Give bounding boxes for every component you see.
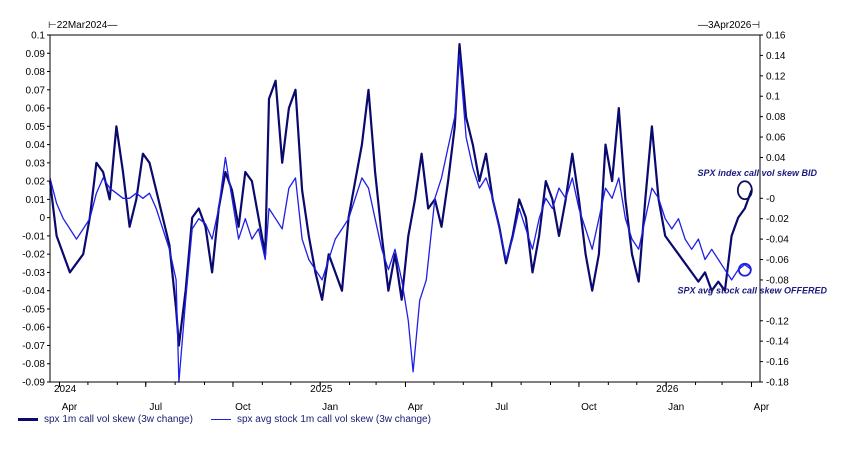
annotation-label: SPX index call vol skew BID <box>697 168 817 178</box>
left-tick-label: -0.03 <box>22 268 45 279</box>
right-tick-label: 0.08 <box>766 112 786 123</box>
series-line-avg-stock <box>49 54 752 383</box>
right-tick-label: -0.14 <box>766 337 789 348</box>
right-tick-label: 0.12 <box>766 71 786 82</box>
annotation-circle <box>736 180 753 201</box>
left-tick-label: -0.05 <box>22 304 45 315</box>
right-tick-label: 0.14 <box>766 51 786 62</box>
x-tick-label: Oct <box>581 402 597 413</box>
x-axis-ticks: Apr Jul Oct Jan Apr Jul Oct Jan Apr <box>58 382 770 413</box>
end-date-text: 3Apr2026 <box>708 20 752 31</box>
right-tick-label: -0.06 <box>766 255 789 266</box>
legend-swatch-stock <box>210 419 231 420</box>
left-tick-label: -0.01 <box>22 231 45 242</box>
right-tick-label: 0.04 <box>766 153 786 164</box>
left-tick-label: 0.07 <box>26 85 46 96</box>
start-date-text: 22Mar2024 <box>56 20 108 31</box>
x-tick-label: Apr <box>62 402 78 413</box>
left-tick-label: 0.06 <box>26 104 46 115</box>
x-tick-label: Oct <box>235 402 251 413</box>
right-tick-label: -0.08 <box>766 275 789 286</box>
right-tick-label: -0.12 <box>766 316 789 327</box>
series-layer <box>48 42 753 383</box>
x-tick-label: Jan <box>322 402 338 413</box>
x-tick-label: Jul <box>495 402 508 413</box>
left-tick-label: -0.06 <box>22 323 45 334</box>
left-tick-label: 0.09 <box>26 49 46 60</box>
right-tick-label: 0.16 <box>766 31 786 42</box>
right-tick-label: -0.16 <box>766 357 789 368</box>
left-tick-label: -0.09 <box>22 378 45 389</box>
x-tick-label: Jul <box>149 402 162 413</box>
legend-label-spx: spx 1m call vol skew (3w change) <box>44 414 193 425</box>
left-tick-label: -0.08 <box>22 359 45 370</box>
x-tick-label: Apr <box>754 402 770 413</box>
legend-label-stock: spx avg stock 1m call vol skew (3w chang… <box>236 414 431 425</box>
right-tick-label: -0.18 <box>766 378 789 389</box>
annotation-circle <box>737 262 752 277</box>
x-tick-label: Apr <box>408 402 424 413</box>
year-labels: 2024 2025 2026 <box>54 384 679 395</box>
left-tick-label: 0.02 <box>26 177 46 188</box>
right-tick-label: -0.04 <box>766 235 789 246</box>
left-tick-label: -0.02 <box>22 250 45 261</box>
legend-swatch-spx <box>18 418 38 421</box>
right-tick-label: -0 <box>766 194 775 205</box>
left-tick-label: 0.08 <box>26 67 46 78</box>
x-tick-label: Jan <box>668 402 684 413</box>
end-date-label: —3Apr2026⊣ <box>698 20 761 31</box>
right-axis-ticks: 0.16 0.14 0.12 0.1 0.08 0.06 0.04 -0 -0.02 -0.04 -… <box>760 31 789 389</box>
left-tick-label: 0 <box>39 213 45 224</box>
legend-item-spx: spx 1m call vol skew (3w change) <box>18 414 193 425</box>
year-label: 2026 <box>656 384 679 395</box>
legend-item-stock: spx avg stock 1m call vol skew (3w chang… <box>210 414 431 425</box>
right-tick-label: -0.02 <box>766 214 789 225</box>
series-line-spx-index <box>48 42 753 347</box>
left-tick-label: -0.04 <box>22 286 45 297</box>
start-date-label: ⊢22Mar2024— <box>48 20 118 31</box>
year-label: 2025 <box>310 384 333 395</box>
left-tick-label: 0.1 <box>31 31 45 42</box>
annotations-layer: SPX index call vol skew BID SPX avg stock… <box>677 168 827 295</box>
right-tick-label: 0.06 <box>766 133 786 144</box>
right-tick-label: 0.1 <box>766 92 780 103</box>
left-axis-ticks: 0.1 0.09 0.08 0.07 0.06 0.05 0.04 0.03 0.02 0.01 0… <box>22 31 50 389</box>
left-tick-label: 0.04 <box>26 140 46 151</box>
legend: spx 1m call vol skew (3w change) spx avg… <box>18 414 431 425</box>
year-label: 2024 <box>54 384 77 395</box>
left-tick-label: 0.05 <box>26 122 46 133</box>
left-tick-label: 0.01 <box>26 195 46 206</box>
plot-frame <box>49 34 761 383</box>
annotation-label: SPX avg stock call skew OFFERED <box>677 286 827 296</box>
left-tick-label: 0.03 <box>26 158 46 169</box>
left-tick-label: -0.07 <box>22 341 45 352</box>
